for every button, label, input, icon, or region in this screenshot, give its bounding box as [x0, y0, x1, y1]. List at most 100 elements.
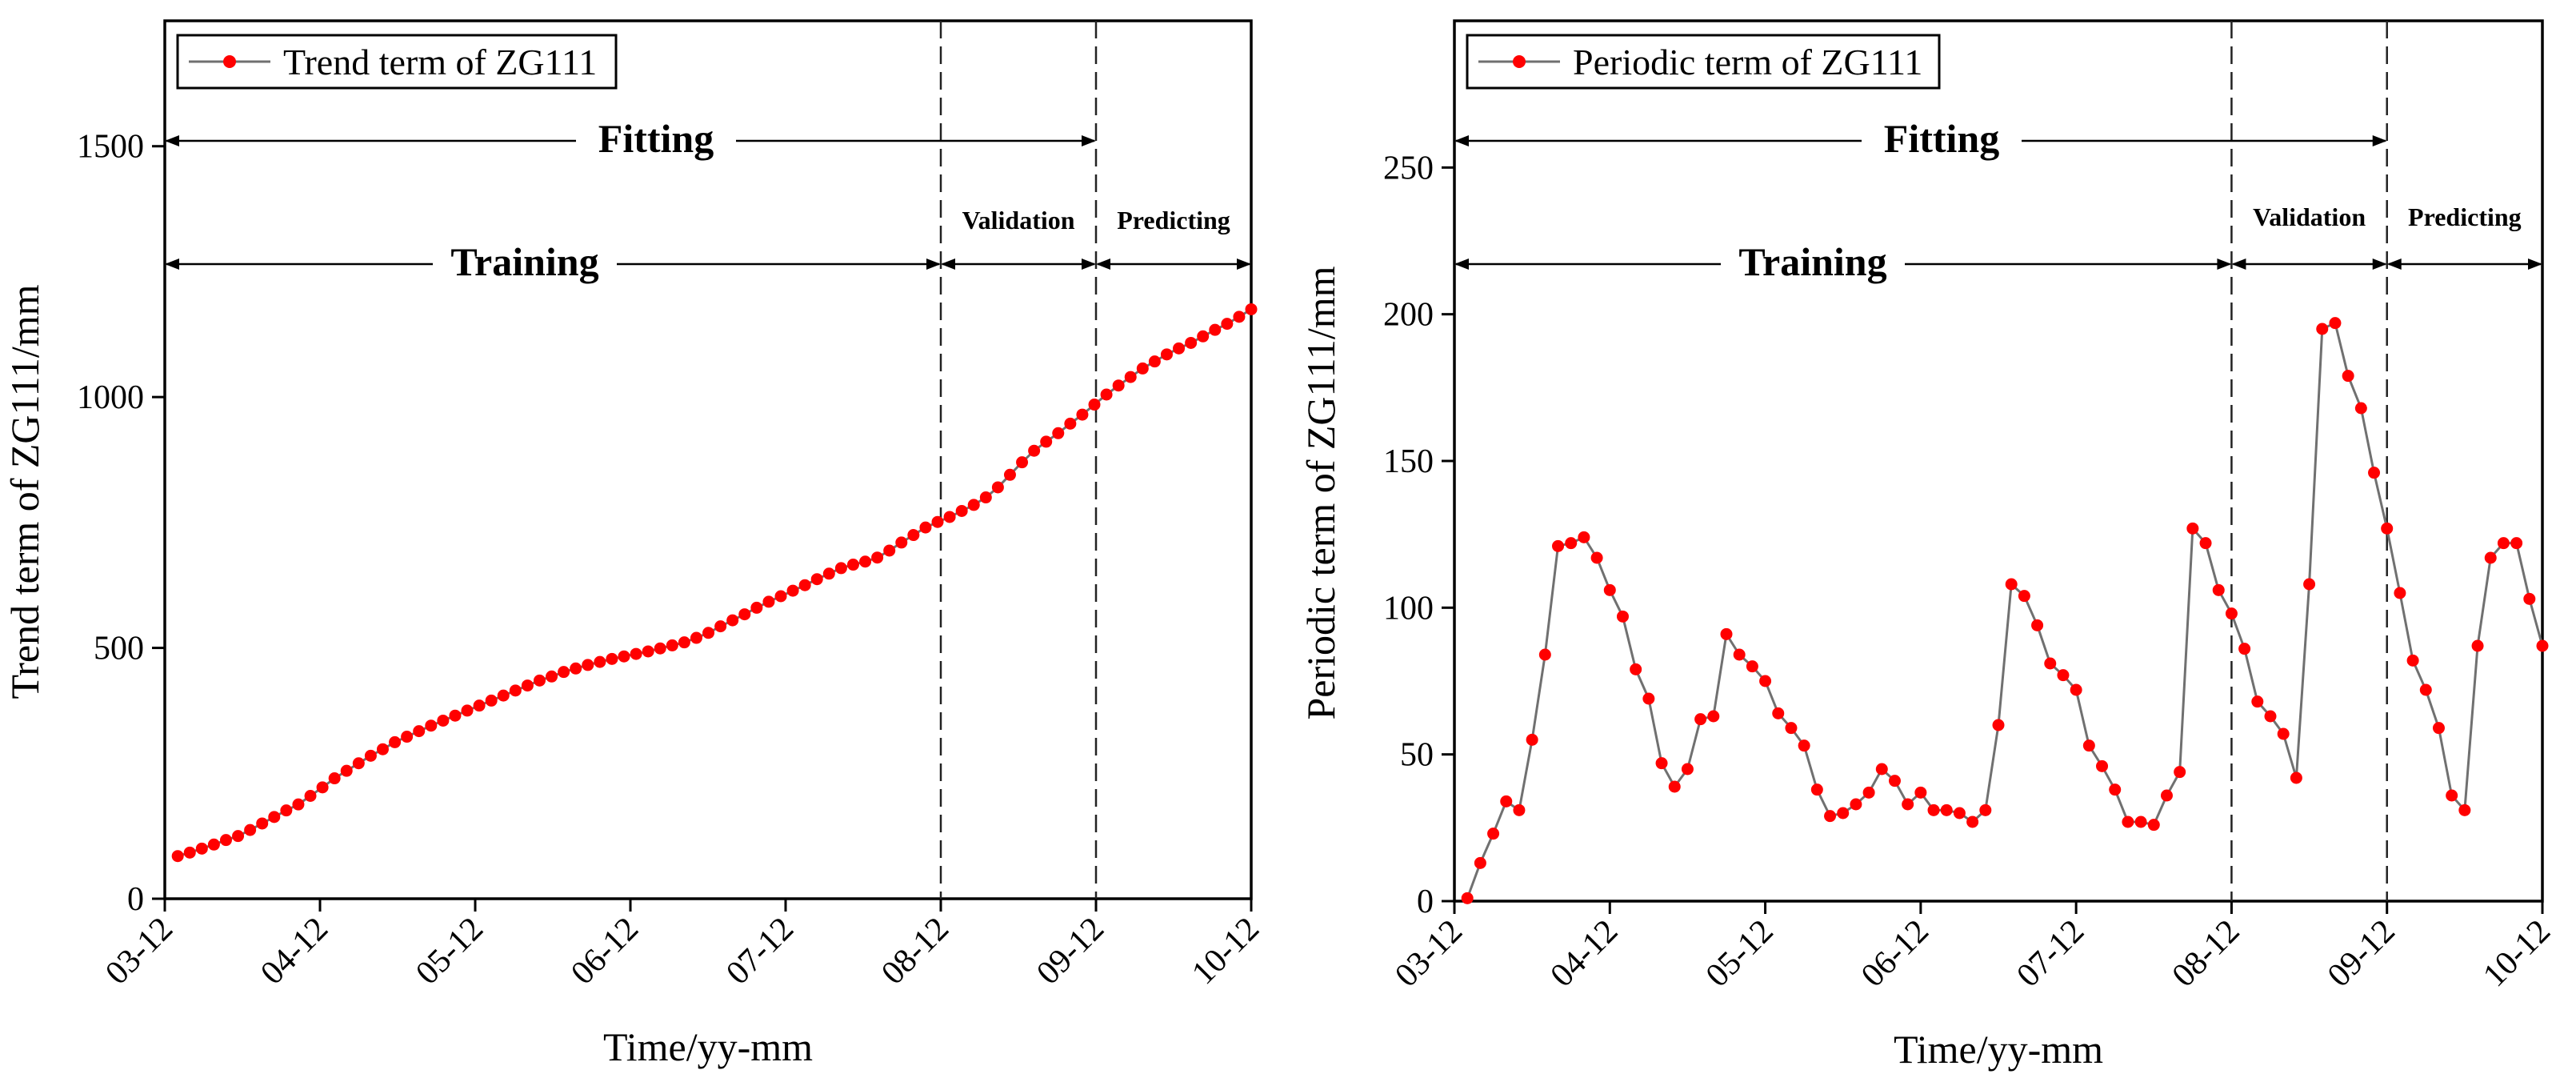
data-point [606, 652, 618, 665]
data-point [883, 544, 896, 557]
data-point [1759, 675, 1772, 687]
data-point [340, 764, 353, 777]
data-point [871, 551, 884, 564]
data-point [2303, 578, 2316, 591]
x-tick-label: 04-12 [1544, 913, 1626, 995]
data-point [1616, 610, 1629, 623]
training-arrow-head-left [1454, 258, 1469, 270]
data-point [1124, 371, 1137, 383]
data-point [1487, 828, 1500, 840]
fitting-label: Fitting [1884, 116, 1999, 161]
y-tick-label: 50 [1400, 737, 1434, 774]
predicting-label: Predicting [2408, 202, 2522, 231]
data-point [919, 521, 932, 534]
data-point [2342, 370, 2354, 383]
data-point [774, 590, 787, 603]
data-point [1578, 531, 1590, 543]
data-point [1016, 456, 1029, 469]
data-point [1772, 707, 1785, 719]
data-point [1733, 648, 1746, 661]
trend-chart: 0 500 1000 1500 03-12 04-12 05-12 06-12 07-12 08-… [2, 19, 1266, 1069]
predicting-label: Predicting [1117, 206, 1230, 234]
data-point [2044, 657, 2057, 670]
data-point [955, 504, 968, 517]
x-axis-title: Time/yy-mm [1894, 1027, 2103, 1072]
data-point [2368, 467, 2381, 479]
data-point [292, 798, 305, 811]
data-point [497, 689, 510, 702]
series-line [1466, 321, 2544, 899]
data-point [195, 842, 208, 855]
data-point [762, 595, 775, 608]
data-point [931, 515, 944, 528]
data-point [207, 838, 220, 851]
x-tick-label: 03-12 [1388, 913, 1470, 995]
data-point [376, 743, 389, 755]
data-point [1642, 692, 1655, 705]
data-point [1603, 583, 1616, 596]
data-point [1565, 537, 1578, 550]
data-point [1513, 803, 1526, 816]
training-arrow-head-right [2217, 258, 2232, 270]
data-point [2134, 816, 2147, 828]
data-point [328, 772, 341, 785]
x-tick-label: 03-12 [98, 911, 180, 992]
fitting-label: Fitting [598, 116, 714, 161]
data-point [618, 650, 630, 663]
x-tick-label: 05-12 [1699, 913, 1781, 995]
data-point [1798, 739, 1810, 752]
data-point [521, 679, 534, 692]
y-tick-label: 0 [1417, 884, 1434, 920]
data-point [2329, 317, 2342, 330]
x-tick-label: 08-12 [874, 911, 956, 992]
data-point [2018, 590, 2030, 603]
data-point [642, 645, 654, 658]
data-point [2031, 619, 2044, 631]
data-point [546, 670, 558, 683]
data-point [1681, 763, 1694, 775]
data-point [1173, 342, 1186, 355]
data-point [2484, 551, 2497, 564]
data-point [1112, 379, 1125, 392]
data-point [810, 573, 823, 586]
x-tick-label: 06-12 [1854, 913, 1936, 995]
data-point [1668, 780, 1681, 793]
data-point [1064, 417, 1077, 430]
data-point [1538, 648, 1551, 661]
y-tick-label: 150 [1383, 443, 1434, 480]
x-tick-label: 08-12 [2166, 913, 2247, 995]
data-point [2186, 522, 2199, 535]
data-point [2174, 766, 2186, 779]
data-point [1209, 323, 1222, 336]
data-point [219, 834, 232, 847]
predicting-arrow-head-left [1096, 258, 1110, 270]
data-point [1590, 551, 1603, 564]
periodic-chart: 0 50 100 150 200 250 03-12 04-12 05-12 06-12 07-12… [1298, 19, 2558, 1072]
data-point [895, 536, 908, 549]
data-point [1888, 775, 1901, 787]
training-arrow-head-left [165, 258, 179, 270]
data-point [726, 614, 739, 627]
y-axis-title: Trend term of ZG111/mm [2, 284, 47, 699]
data-point [678, 636, 690, 649]
plot-frame [163, 19, 1253, 900]
legend-label: Periodic term of ZG111 [1573, 42, 1922, 82]
training-label-bg [1721, 229, 1905, 279]
data-point [1197, 330, 1210, 343]
x-tick-label: 09-12 [2321, 913, 2402, 995]
predicting-arrow-head-left [2386, 258, 2402, 270]
y-tick-label: 250 [1383, 150, 1434, 186]
fitting-label-bg [1862, 106, 2022, 155]
data-point [738, 608, 751, 621]
data-point [171, 850, 184, 863]
data-point [1862, 786, 1875, 799]
data-point [1221, 318, 1234, 331]
data-point [316, 781, 329, 794]
training-arrow-head-right [926, 258, 941, 270]
data-point [2251, 695, 2264, 708]
training-label: Training [450, 239, 598, 284]
data-point [666, 639, 678, 651]
y-tick-label: 500 [94, 631, 144, 667]
data-point [1136, 362, 1149, 375]
